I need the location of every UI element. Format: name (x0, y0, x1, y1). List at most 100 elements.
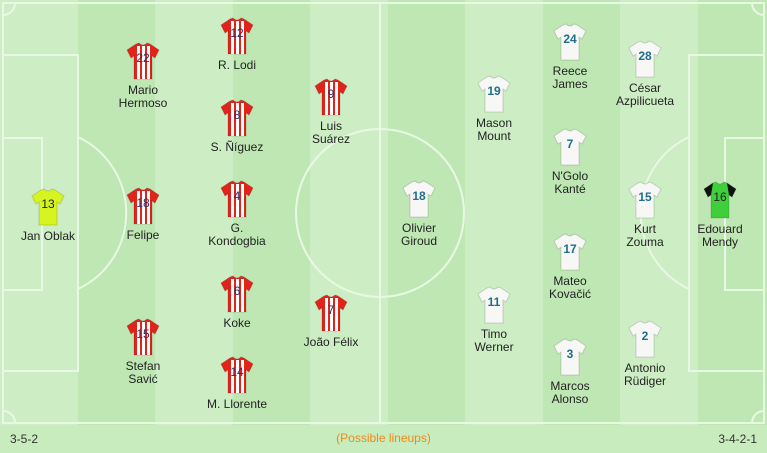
home-player[interactable]: 22 Mario Hermoso (98, 42, 188, 110)
player-name: Marcos Alonso (525, 380, 615, 406)
shirt-number: 3 (566, 347, 574, 361)
shirt-number: 8 (233, 108, 241, 122)
player-name: Mario Hermoso (98, 84, 188, 110)
player-name: S. Ñíguez (192, 141, 282, 154)
shirt-number: 9 (327, 87, 335, 101)
shirt-number: 12 (230, 26, 244, 40)
pitch: 13 Jan Oblak 22 Mario Hermoso 18 Felipe 15 Stefa… (0, 0, 767, 425)
home-player[interactable]: 6 Koke (192, 275, 282, 330)
shirt-number: 19 (487, 84, 501, 98)
away-player[interactable]: 2 Antonio Rüdiger (600, 320, 690, 388)
player-name: Reece James (525, 65, 615, 91)
player-name-line: Kovačić (548, 287, 592, 301)
player-name-line: Azpilicueta (615, 94, 675, 108)
player-name-line: Stefan (125, 359, 161, 373)
home-player[interactable]: 13 Jan Oblak (3, 188, 93, 243)
shirt-icon: 4 (219, 180, 255, 220)
shirt-icon: 6 (219, 275, 255, 315)
shirt-icon: 14 (219, 356, 255, 396)
player-name-line: Savić (128, 372, 158, 386)
player-name: Felipe (98, 229, 188, 242)
player-name-line: Mario (127, 83, 158, 97)
player-name-line: Antonio (624, 361, 666, 375)
shirt-number: 14 (230, 365, 244, 379)
player-name-line: N'Golo (551, 169, 589, 183)
pitch-markings (2, 2, 765, 424)
shirt-number: 6 (233, 284, 241, 298)
player-name-line: Edouard (697, 222, 743, 236)
shirt-number: 16 (713, 190, 727, 204)
home-player[interactable]: 8 S. Ñíguez (192, 99, 282, 154)
away-player[interactable]: 28 César Azpilicueta (600, 40, 690, 108)
player-name: Koke (192, 317, 282, 330)
home-player[interactable]: 15 Stefan Savić (98, 318, 188, 386)
player-name-line: Mendy (701, 235, 739, 249)
player-name-line: James (552, 77, 588, 91)
away-player[interactable]: 18 Olivier Giroud (374, 180, 464, 248)
player-name-line: Mount (477, 129, 511, 143)
player-name-line: Luis (319, 119, 342, 133)
player-name-line: Jan Oblak (20, 229, 76, 243)
player-name: Antonio Rüdiger (600, 362, 690, 388)
home-player[interactable]: 14 M. Llorente (192, 356, 282, 411)
player-name: César Azpilicueta (600, 82, 690, 108)
player-name-line: João Félix (303, 335, 359, 349)
shirt-icon: 2 (627, 320, 663, 360)
away-player[interactable]: 11 Timo Werner (449, 286, 539, 354)
shirt-number: 7 (327, 303, 335, 317)
shirt-number: 4 (233, 189, 241, 203)
away-player[interactable]: 3 Marcos Alonso (525, 338, 615, 406)
player-name-line: Giroud (400, 234, 438, 248)
player-name: Kurt Zouma (600, 223, 690, 249)
player-name-line: M. Llorente (206, 397, 268, 411)
player-name: Mateo Kovačić (525, 275, 615, 301)
player-name-line: Kurt (633, 222, 656, 236)
possible-lineups-note: (Possible lineups) (336, 431, 431, 445)
player-name-line: Rüdiger (623, 374, 667, 388)
player-name-line: Hermoso (118, 96, 168, 110)
shirt-number: 2 (641, 329, 649, 343)
player-name-line: Kanté (554, 182, 586, 196)
home-player[interactable]: 9 Luis Suárez (286, 78, 376, 146)
shirt-number: 17 (563, 242, 577, 256)
player-name-line: Zouma (626, 235, 664, 249)
player-name-line: Reece (552, 64, 588, 78)
player-name-line: César (628, 81, 661, 95)
home-player[interactable]: 7 João Félix (286, 294, 376, 349)
shirt-icon: 17 (552, 233, 588, 273)
away-player[interactable]: 7 N'Golo Kanté (525, 128, 615, 196)
home-player[interactable]: 12 R. Lodi (192, 17, 282, 72)
shirt-icon: 9 (313, 78, 349, 118)
home-player[interactable]: 4 G. Kondogbia (192, 180, 282, 248)
player-name-line: G. (230, 221, 244, 235)
shirt-number: 7 (566, 137, 574, 151)
player-name-line: Mateo (553, 274, 587, 288)
shirt-number: 15 (136, 327, 150, 341)
player-name-line: Mason (475, 116, 513, 130)
shirt-icon: 8 (219, 99, 255, 139)
shirt-icon: 15 (125, 318, 161, 358)
home-formation: 3-5-2 (10, 432, 39, 446)
player-name: M. Llorente (192, 398, 282, 411)
player-name-line: Alonso (551, 392, 589, 406)
player-name: João Félix (286, 336, 376, 349)
player-name-line: R. Lodi (217, 58, 257, 72)
player-name-line: Olivier (401, 221, 436, 235)
shirt-icon: 13 (30, 188, 66, 228)
shirt-number: 28 (638, 49, 652, 63)
player-name: Luis Suárez (286, 120, 376, 146)
player-name: Olivier Giroud (374, 222, 464, 248)
player-name: Stefan Savić (98, 360, 188, 386)
shirt-icon: 15 (627, 181, 663, 221)
away-player[interactable]: 24 Reece James (525, 23, 615, 91)
player-name: Jan Oblak (3, 230, 93, 243)
away-player[interactable]: 16 Edouard Mendy (675, 181, 765, 249)
away-player[interactable]: 19 Mason Mount (449, 75, 539, 143)
shirt-icon: 22 (125, 42, 161, 82)
home-player[interactable]: 18 Felipe (98, 187, 188, 242)
shirt-icon: 28 (627, 40, 663, 80)
away-player[interactable]: 15 Kurt Zouma (600, 181, 690, 249)
player-name: G. Kondogbia (192, 222, 282, 248)
shirt-number: 22 (136, 51, 150, 65)
away-player[interactable]: 17 Mateo Kovačić (525, 233, 615, 301)
